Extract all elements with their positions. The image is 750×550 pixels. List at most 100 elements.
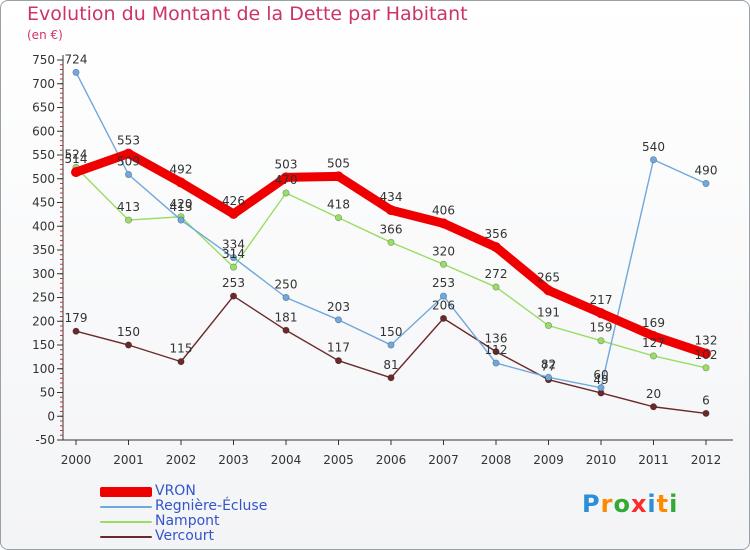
y-tick-label: 650 — [32, 101, 55, 115]
data-label: 169 — [642, 316, 665, 330]
data-point — [702, 364, 710, 372]
data-point — [387, 341, 395, 349]
data-point — [648, 330, 659, 341]
data-label: 102 — [695, 348, 718, 362]
data-label: 314 — [222, 247, 245, 261]
data-label: 253 — [432, 276, 455, 290]
data-point — [281, 172, 291, 183]
data-label: 540 — [642, 140, 665, 154]
data-point — [230, 292, 238, 300]
data-point — [334, 214, 342, 222]
x-ticks: 2000 2001 2002 2003 2004 2005 2006 2007 2008 2009… — [61, 440, 722, 467]
y-tick-label: 150 — [32, 338, 55, 352]
logo-letter: i — [647, 490, 657, 518]
series-regni-re-cluse — [72, 68, 710, 392]
logo-letter: P — [582, 490, 601, 518]
data-point — [125, 216, 133, 224]
y-tick-label: 550 — [32, 148, 55, 162]
y-tick-label: 50 — [40, 386, 55, 400]
data-label: 203 — [327, 300, 350, 314]
logo-letter: t — [656, 490, 670, 518]
data-label: 272 — [485, 267, 508, 281]
data-point — [597, 337, 605, 345]
y-tick-label: 200 — [32, 314, 55, 328]
data-point — [702, 409, 710, 417]
data-label: 250 — [275, 278, 298, 292]
series-vercourt — [72, 292, 710, 417]
data-point — [125, 170, 133, 178]
series-vron — [71, 148, 711, 359]
x-tick-label: 2004 — [271, 453, 302, 467]
data-point — [176, 177, 186, 188]
y-tick-label: 450 — [32, 196, 55, 210]
logo-letter: r — [600, 490, 614, 518]
x-tick-label: 2012 — [691, 453, 722, 467]
data-point — [177, 216, 185, 224]
data-point — [282, 189, 290, 197]
data-point — [71, 167, 81, 178]
legend-swatch — [100, 487, 152, 497]
data-label: 150 — [380, 325, 403, 339]
data-label: 490 — [695, 164, 718, 178]
data-point — [228, 208, 239, 219]
data-label: 60 — [593, 368, 608, 382]
y-ticks: -50 0 50 100 150 200 250 300 350 400 450 500 550 600 6… — [32, 53, 63, 447]
data-label: 334 — [222, 238, 245, 252]
y-tick-label: 750 — [32, 53, 55, 67]
data-label: 320 — [432, 244, 455, 258]
data-label: 206 — [432, 298, 455, 312]
data-label: 426 — [222, 194, 245, 208]
data-point — [386, 205, 396, 216]
data-label: 253 — [222, 276, 245, 290]
data-point — [177, 358, 185, 366]
y-tick-label: 500 — [32, 172, 55, 186]
data-point — [544, 322, 552, 330]
chart-title: Evolution du Montant de la Dette par Hab… — [27, 3, 468, 25]
logo-letter: x — [630, 490, 648, 518]
data-label: 6 — [702, 393, 710, 407]
y-tick-label: -50 — [35, 433, 55, 447]
data-point — [492, 283, 500, 291]
logo-letter: o — [613, 490, 631, 518]
data-label: 77 — [541, 360, 556, 374]
x-tick-label: 2002 — [166, 453, 197, 467]
data-label: 406 — [432, 203, 455, 217]
x-tick-label: 2005 — [323, 453, 354, 467]
data-label: 356 — [485, 227, 508, 241]
data-label: 420 — [170, 197, 193, 211]
data-point — [387, 238, 395, 246]
data-label: 492 — [170, 163, 193, 177]
data-label: 179 — [65, 311, 88, 325]
data-point — [72, 327, 80, 335]
data-label: 81 — [383, 358, 398, 372]
data-label: 150 — [117, 325, 140, 339]
y-tick-label: 250 — [32, 291, 55, 305]
data-label: 82 — [541, 357, 556, 371]
y-tick-label: 700 — [32, 77, 55, 91]
data-point — [282, 326, 290, 334]
data-point — [439, 260, 447, 268]
data-point — [544, 373, 552, 381]
legend-swatch — [100, 506, 152, 508]
x-tick-label: 2003 — [218, 453, 249, 467]
data-label: 217 — [590, 293, 613, 307]
x-tick-label: 2006 — [376, 453, 407, 467]
y-tick-label: 100 — [32, 362, 55, 376]
data-label: 366 — [380, 222, 403, 236]
y-tick-label: 600 — [32, 124, 55, 138]
x-tick-label: 2001 — [113, 453, 144, 467]
data-point — [649, 156, 657, 164]
chart-unit: (en €) — [27, 28, 63, 42]
data-label: 505 — [327, 156, 350, 170]
data-point — [230, 254, 238, 262]
data-point — [72, 68, 80, 76]
data-point — [597, 384, 605, 392]
legend-label: Vercourt — [155, 528, 214, 544]
data-label: 136 — [485, 332, 508, 346]
series-layer — [71, 68, 711, 417]
data-point — [649, 403, 657, 411]
data-point — [492, 348, 500, 356]
x-tick-label: 2000 — [61, 453, 92, 467]
data-label: 503 — [275, 157, 298, 171]
